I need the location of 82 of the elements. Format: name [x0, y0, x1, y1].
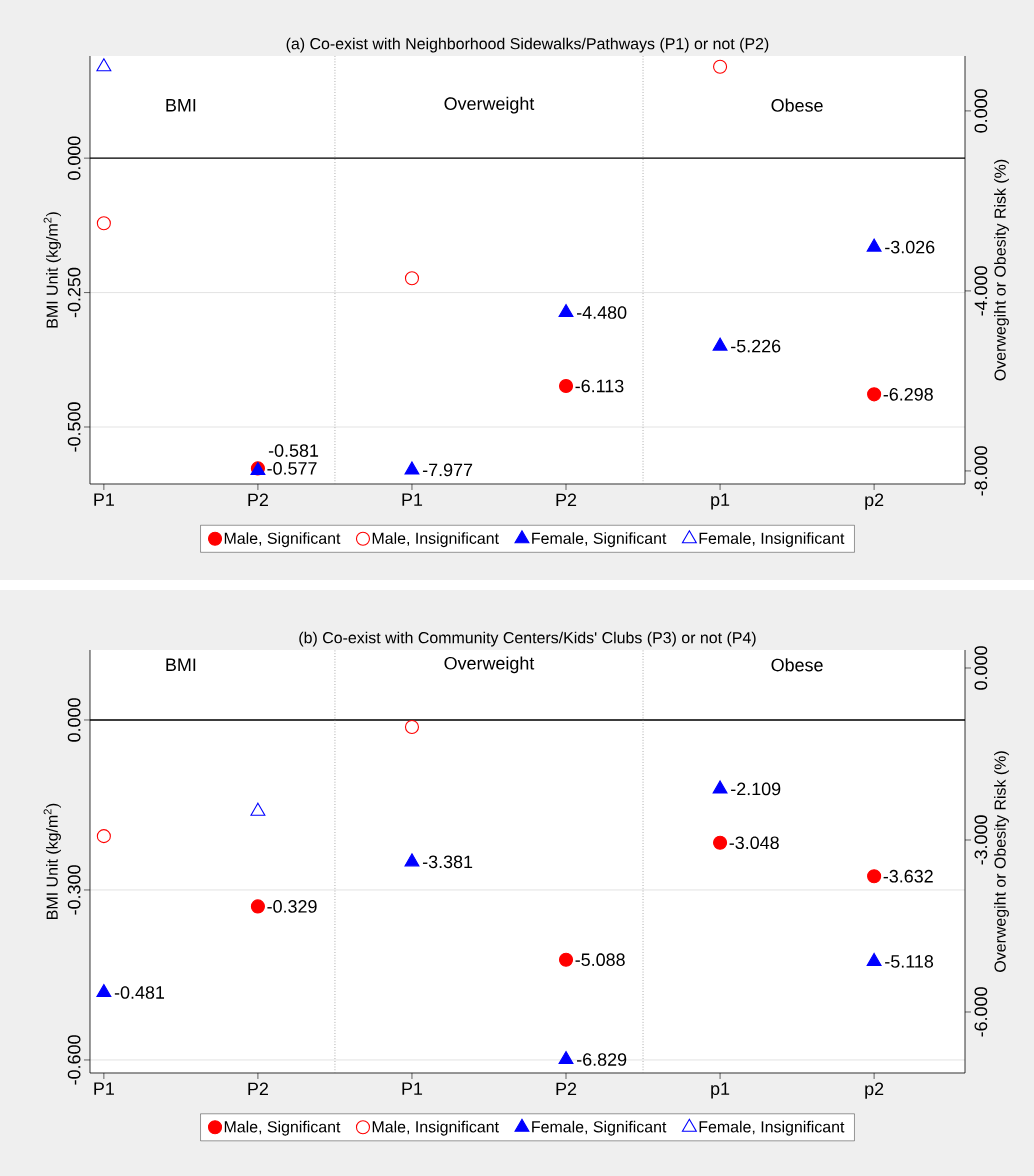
y-tick-label: -0.300 — [67, 865, 81, 915]
point — [558, 952, 574, 967]
data-label: -5.118 — [885, 955, 934, 968]
point — [713, 835, 728, 850]
point — [250, 899, 265, 914]
y2-tick-label: 0.000 — [974, 646, 988, 690]
y2-axis-title: Overwegiht or Obesity Risk (%) — [994, 751, 1009, 972]
legend-label: Male, Significant — [224, 532, 341, 548]
legend-label: Female, Significant — [532, 1120, 667, 1136]
point — [96, 983, 112, 998]
annotation: Overweight — [444, 96, 535, 114]
y-tick-label: -0.600 — [67, 1035, 81, 1085]
point — [712, 780, 728, 794]
chart-title: (a) Co-exist with Neighborhood Sidewalks/Pathways (P1) or not (P2) — [286, 37, 769, 53]
y-tick-label: 0.000 — [67, 698, 81, 742]
y-tick-label: -0.500 — [67, 402, 81, 452]
annotation: BMI — [166, 658, 196, 671]
data-label: -6.298 — [883, 387, 933, 401]
x-tick-label: P2 — [248, 493, 268, 507]
point — [866, 238, 882, 252]
y-axis-title: BMI Unit (kg/m$^{2}$) — [43, 803, 61, 919]
x-tick-label: P1 — [402, 493, 423, 506]
data-label: -3.381 — [422, 855, 473, 869]
y2-tick-label: -3.000 — [974, 815, 988, 865]
x-tick-label: p1 — [711, 493, 730, 510]
point — [867, 387, 882, 402]
x-tick-label: P2 — [248, 1082, 268, 1096]
y2-tick-label: 0.000 — [974, 89, 988, 133]
legend-label: Female, Significant — [532, 532, 667, 548]
point — [866, 952, 882, 966]
x-tick-label: p1 — [711, 1082, 730, 1099]
x-tick-label: P1 — [94, 493, 114, 506]
data-label: -5.088 — [575, 953, 625, 967]
y-tick-label: -0.250 — [67, 267, 81, 318]
data-label: -5.226 — [731, 339, 781, 353]
point — [558, 303, 574, 318]
point — [713, 59, 728, 74]
data-label: -7.977 — [422, 463, 473, 477]
y2-axis-title: Overwegiht or Obesity Risk (%) — [994, 159, 1009, 381]
annotation: Overweight — [444, 656, 535, 674]
x-tick-label: p2 — [865, 493, 884, 510]
legend-label: Male, Significant — [224, 1120, 341, 1136]
x-tick-label: P2 — [556, 1082, 577, 1096]
annotation: Obese — [771, 98, 823, 112]
y2-tick-label: -4.000 — [974, 266, 988, 316]
y-tick-label: 0.000 — [67, 136, 81, 180]
point — [404, 461, 420, 475]
point — [96, 216, 111, 231]
x-tick-label: P2 — [556, 493, 577, 507]
data-label: -0.581 — [268, 444, 319, 457]
annotation: BMI — [166, 99, 196, 112]
data-label: -0.329 — [267, 900, 317, 913]
y2-tick-label: -6.000 — [974, 987, 988, 1037]
y2-tick-label: -8.000 — [974, 446, 988, 496]
legend-label: Male, Insignificant — [372, 1120, 499, 1136]
legend-label: Male, Insignificant — [372, 532, 499, 548]
data-label: -3.026 — [885, 240, 935, 254]
x-tick-label: P1 — [94, 1082, 114, 1095]
legend-label: Female, Insignificant — [699, 532, 845, 548]
legend-label: Female, Insignificant — [699, 1120, 845, 1136]
x-tick-label: P1 — [402, 1082, 423, 1095]
point — [558, 378, 574, 394]
point — [867, 869, 882, 884]
point — [404, 853, 420, 867]
data-label: -3.632 — [883, 869, 933, 883]
y-axis-title: BMI Unit (kg/m$^{2}$) — [43, 212, 61, 328]
data-label: -6.829 — [577, 1053, 627, 1066]
x-tick-label: p2 — [865, 1082, 884, 1099]
data-label: -0.577 — [267, 462, 317, 475]
point — [558, 1050, 574, 1065]
point — [404, 720, 420, 735]
point — [712, 337, 728, 351]
point — [96, 58, 112, 72]
annotation: Obese — [771, 658, 823, 672]
point — [404, 271, 420, 286]
data-label: -6.113 — [575, 379, 624, 393]
data-label: -3.048 — [729, 836, 779, 850]
data-label: -2.109 — [731, 782, 781, 796]
chart-title: (b) Co-exist with Community Centers/Kids' Clubs (P3) or not (P4) — [299, 631, 756, 647]
point — [96, 829, 111, 844]
data-label: -4.480 — [577, 306, 627, 319]
data-label: -0.481 — [114, 986, 165, 999]
